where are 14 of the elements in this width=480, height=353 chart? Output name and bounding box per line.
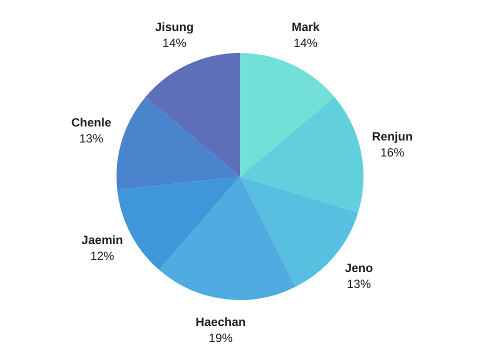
slice-label: Jeno: [344, 260, 373, 275]
data-label: 12%: [90, 248, 115, 263]
data-label: 13%: [79, 132, 104, 146]
slice-label: Haechan: [196, 315, 246, 330]
data-label: 13%: [346, 276, 372, 291]
data-label: 14%: [294, 36, 318, 50]
data-label: 19%: [208, 331, 234, 346]
slice-label: Chenle: [71, 116, 112, 130]
data-label: 16%: [380, 146, 405, 160]
slice-label: Jisung: [155, 20, 194, 34]
data-label: 14%: [162, 36, 187, 50]
slice-label: Mark: [292, 20, 320, 34]
slice-label: Renjun: [372, 130, 413, 144]
slice-label: Jaemin: [82, 232, 123, 247]
